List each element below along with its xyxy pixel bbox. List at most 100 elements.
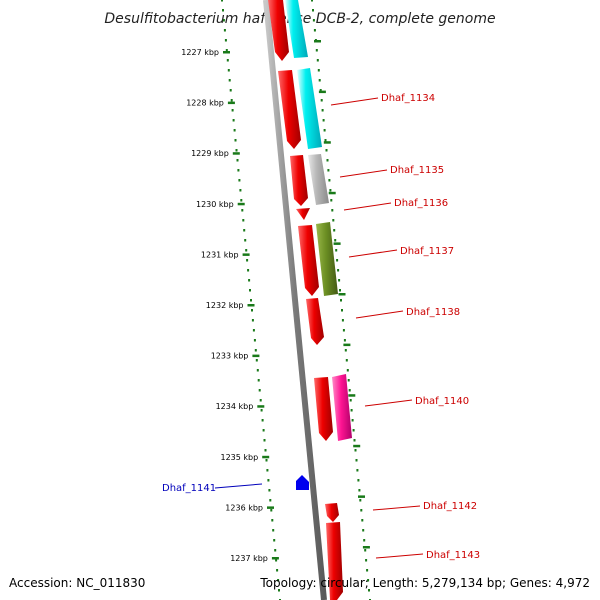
- ruler-dot: [368, 589, 370, 592]
- ruler-dot: [255, 359, 258, 362]
- ruler-dot: [262, 429, 265, 432]
- ruler-dot: [341, 319, 344, 322]
- kbp-tick: [271, 557, 279, 560]
- ruler-dot: [269, 499, 272, 502]
- ruler-dot: [344, 349, 347, 352]
- leader-dhaf-1138: [355, 310, 404, 319]
- gene-blue-dhaf-1141[interactable]: [296, 475, 309, 490]
- gene-label-dhaf-1141[interactable]: Dhaf_1141: [162, 483, 216, 494]
- ruler-dot: [349, 399, 352, 402]
- kbp-tick-label: 1229 kbp: [191, 149, 229, 158]
- ruler-dot: [231, 109, 234, 112]
- gene-label-dhaf-1136[interactable]: Dhaf_1136: [394, 198, 448, 209]
- strand-arrow[interactable]: [326, 522, 343, 600]
- kbp-tick-inner: [348, 394, 356, 397]
- ruler-dot: [341, 309, 343, 312]
- gene-cyan-dhaf-1134[interactable]: [297, 68, 322, 149]
- kbp-tick-inner: [358, 495, 365, 498]
- ruler-dot: [313, 29, 316, 32]
- ruler-dot: [248, 279, 251, 282]
- ruler-dot: [275, 559, 278, 562]
- strand-arrow[interactable]: [290, 155, 308, 206]
- kbp-axis: 1227 kbp 1228 kbp 1229 kbp 1230 kbp 1231 kbp…: [181, 40, 370, 563]
- strand-arrow[interactable]: [306, 298, 324, 345]
- ruler-dot: [222, 9, 224, 12]
- gene-label-dhaf-1138[interactable]: Dhaf_1138: [406, 307, 460, 318]
- ruler-dot: [312, 19, 315, 22]
- ruler-dot: [317, 69, 320, 72]
- gene-label-dhaf-1143[interactable]: Dhaf_1143: [426, 550, 480, 561]
- ruler-dot: [367, 579, 370, 582]
- ruler-dot: [320, 99, 323, 102]
- ruler-dot: [348, 389, 351, 392]
- accession-text: Accession: NC_011830: [9, 576, 145, 590]
- strand-arrow[interactable]: [278, 70, 301, 149]
- gene-label-dhaf-1140[interactable]: Dhaf_1140: [415, 396, 469, 407]
- gene-label-dhaf-1142[interactable]: Dhaf_1142: [423, 501, 477, 512]
- ruler-dot: [251, 309, 253, 312]
- kbp-tick: [232, 152, 240, 155]
- ruler-dot: [265, 459, 268, 462]
- ruler-dot: [256, 369, 259, 372]
- gene-red-dhaf-1136[interactable]: [296, 208, 310, 220]
- ruler-dot: [338, 279, 341, 282]
- ruler-dot: [365, 559, 368, 562]
- ruler-dot: [242, 219, 245, 222]
- ruler-dot: [357, 479, 360, 482]
- ruler-dot: [325, 149, 328, 152]
- ruler-dot: [226, 59, 229, 62]
- leader-dhaf-1143: [375, 553, 424, 559]
- ruler-dot: [241, 209, 244, 212]
- gene-cyan-top[interactable]: [285, 0, 308, 58]
- kbp-tick-label: 1235 kbp: [220, 453, 258, 462]
- ruler-dot: [247, 269, 250, 272]
- kbp-tick: [257, 405, 265, 408]
- ruler-dot: [362, 529, 365, 532]
- ruler-dot: [238, 179, 241, 182]
- genome-backbone: [263, 0, 327, 600]
- ruler-dot: [243, 229, 246, 232]
- ruler-dot: [316, 59, 319, 62]
- gene-label-dhaf-1135[interactable]: Dhaf_1135: [390, 165, 444, 176]
- gene-pink-dhaf-1140[interactable]: [332, 374, 352, 441]
- kbp-tick-label: 1230 kbp: [196, 200, 234, 209]
- ruler-dot: [271, 519, 274, 522]
- ruler-dot: [352, 429, 355, 432]
- kbp-tick-inner: [362, 546, 370, 549]
- ruler-dot: [360, 509, 363, 512]
- ruler-dot: [329, 189, 332, 192]
- ruler-dot: [240, 199, 243, 202]
- kbp-tick: [227, 101, 235, 105]
- strand-arrow[interactable]: [298, 225, 319, 296]
- ruler-dot: [337, 269, 340, 272]
- ruler-dot: [339, 289, 341, 292]
- kbp-tick-label: 1231 kbp: [201, 250, 239, 259]
- ruler-dot: [323, 129, 326, 132]
- ruler-dot: [315, 49, 318, 52]
- ruler-dot: [311, 0, 313, 2]
- ruler-dot: [346, 369, 349, 372]
- ruler-dot: [264, 449, 267, 452]
- leader-dhaf-1141: [214, 483, 263, 489]
- kbp-tick-inner: [338, 293, 346, 296]
- strand-arrow[interactable]: [314, 377, 333, 441]
- tick-dots-left: [221, 0, 281, 600]
- ruler-dot: [322, 119, 325, 122]
- gene-label-dhaf-1134[interactable]: Dhaf_1134: [381, 93, 435, 104]
- ruler-dot: [258, 389, 261, 392]
- gene-label-dhaf-1137[interactable]: Dhaf_1137: [400, 246, 454, 257]
- genome-summary-text: Topology: circular; Length: 5,279,134 bp…: [259, 576, 590, 590]
- gene-grey-dhaf-1135[interactable]: [308, 154, 329, 205]
- ruler-dot: [257, 379, 260, 382]
- strand-arrow[interactable]: [268, 0, 289, 61]
- gene-leaders: [214, 97, 424, 559]
- ruler-dot: [244, 239, 247, 242]
- kbp-tick-label: 1234 kbp: [216, 402, 254, 411]
- strand-arrow[interactable]: [325, 503, 339, 522]
- gene-olive-dhaf-1137[interactable]: [316, 222, 338, 296]
- kbp-tick-label: 1228 kbp: [186, 99, 224, 108]
- ruler-dot: [359, 499, 362, 502]
- ruler-dot: [250, 299, 252, 302]
- kbp-tick: [237, 202, 245, 206]
